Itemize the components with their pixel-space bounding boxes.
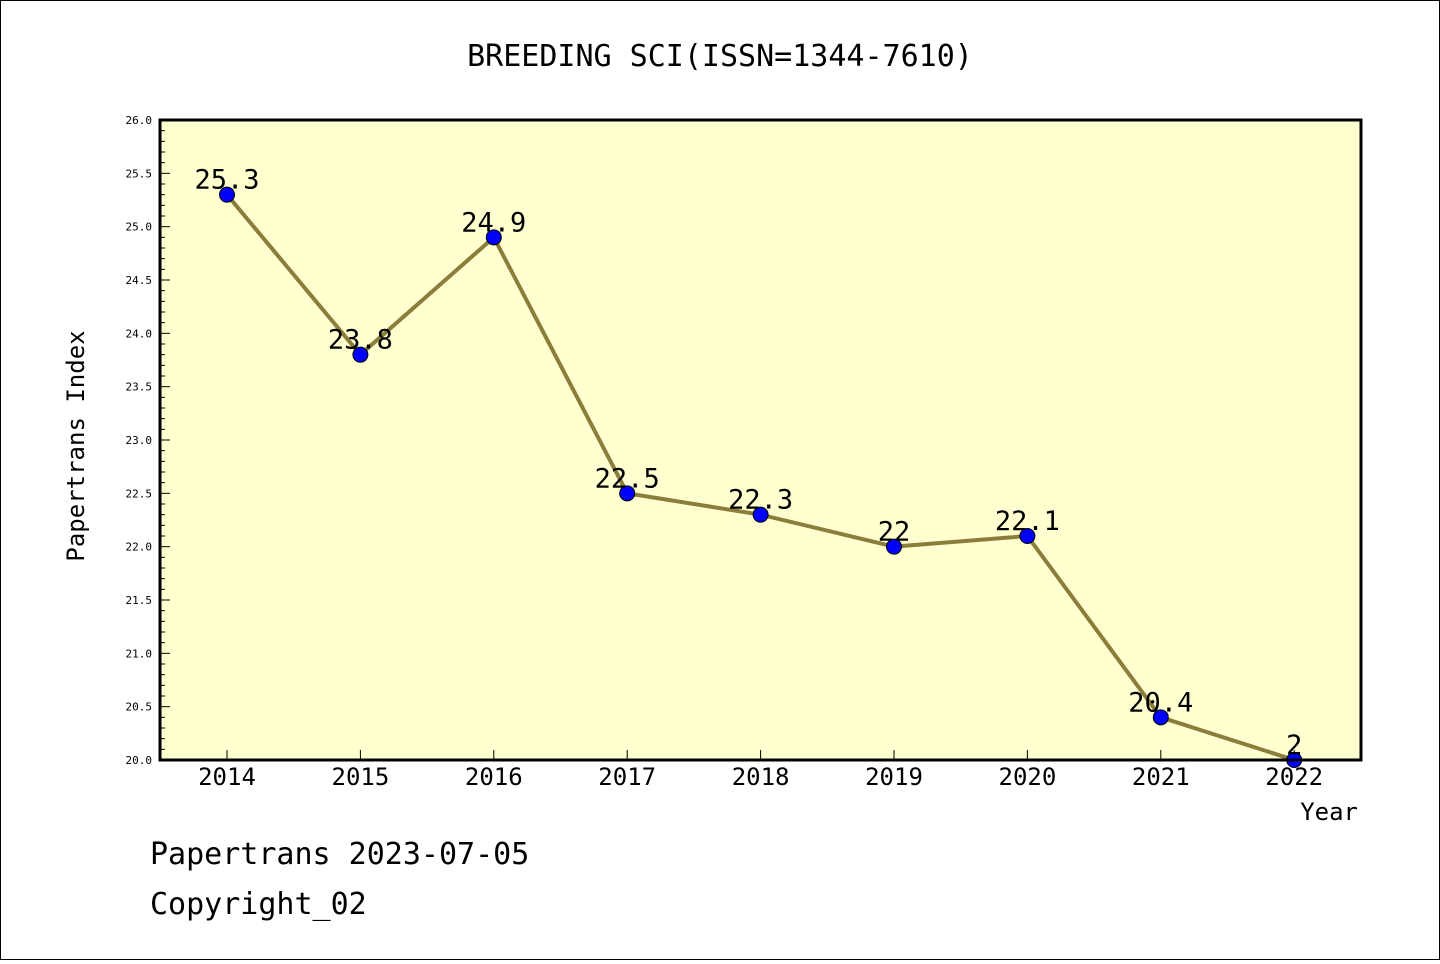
x-tick-label: 2021	[1132, 763, 1190, 791]
data-label: 22	[878, 517, 911, 548]
x-tick-label: 2015	[332, 763, 390, 791]
footer-copyright: Copyright_02	[150, 887, 367, 922]
data-markers	[219, 186, 1303, 768]
y-tick-label: 23.5	[126, 381, 153, 394]
data-label: 22.5	[595, 463, 660, 494]
data-point	[886, 538, 902, 555]
data-point	[1019, 528, 1036, 544]
x-axis-ticks: 2014 2015 2016 2017 2018 2019 2020 2021 2022	[198, 750, 1323, 791]
plot-area	[160, 120, 1361, 760]
x-axis-label: Year	[1300, 798, 1358, 826]
y-tick-label: 20.5	[126, 701, 153, 714]
x-tick-label: 2018	[732, 763, 790, 791]
y-tick-label: 24.5	[126, 274, 153, 287]
plot-frame	[158, 118, 1363, 762]
y-tick-label: 24.0	[126, 327, 153, 340]
data-label: 20.4	[1128, 687, 1193, 718]
y-tick-label: 21.5	[126, 594, 153, 607]
x-tick-label: 2014	[198, 763, 256, 791]
data-label: 2	[1286, 730, 1302, 761]
x-tick-label: 2019	[865, 763, 923, 791]
y-tick-label: 25.5	[126, 167, 153, 180]
y-tick-label: 21.0	[126, 647, 153, 660]
data-point	[1152, 709, 1169, 726]
data-label: 22.1	[995, 506, 1060, 537]
chart-title: BREEDING SCI(ISSN=1344-7610)	[467, 39, 973, 74]
data-label: 24.9	[461, 207, 526, 238]
data-point	[619, 485, 636, 502]
y-tick-label: 23.0	[126, 434, 153, 447]
x-tick-label: 2017	[598, 763, 656, 791]
x-tick-label: 2016	[465, 763, 523, 791]
y-tick-label: 26.0	[126, 114, 153, 127]
data-point	[752, 506, 769, 523]
footer-stamp: Papertrans 2023-07-05	[150, 837, 529, 872]
x-tick-label: 2020	[999, 763, 1057, 791]
y-tick-label: 25.0	[126, 221, 153, 234]
y-tick-label: 22.0	[126, 541, 153, 554]
data-point	[352, 346, 369, 363]
data-point	[219, 186, 235, 203]
data-labels: 25.3 23.8 24.9 22.5 22.3 22 22.1 20.4 2	[194, 165, 1302, 761]
y-tick-label: 20.0	[126, 754, 153, 767]
data-point	[485, 229, 502, 246]
data-label: 23.8	[328, 325, 393, 356]
data-label: 22.3	[728, 485, 793, 516]
y-axis-label: Papertrans Index	[62, 330, 90, 561]
y-tick-label: 22.5	[126, 487, 153, 500]
data-label: 25.3	[194, 165, 259, 196]
